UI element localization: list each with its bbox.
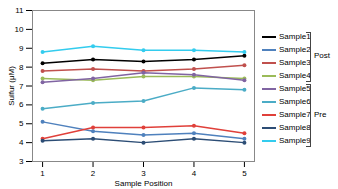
html-text:Sample3: Sample3	[279, 58, 311, 67]
svg-text:Sulfur (μM): Sulfur (μM)	[7, 66, 16, 106]
html-text:Sample9: Sample9	[279, 136, 311, 145]
svg-text:3: 3	[141, 169, 146, 178]
svg-text:1: 1	[40, 169, 45, 178]
svg-text:2: 2	[91, 169, 96, 178]
html-text:Post: Post	[314, 51, 330, 60]
svg-text:10: 10	[15, 25, 24, 34]
svg-text:3: 3	[19, 157, 24, 166]
svg-text:7: 7	[19, 82, 24, 91]
svg-text:5: 5	[19, 119, 24, 128]
html-text:Sample8: Sample8	[279, 123, 311, 132]
svg-text:4: 4	[192, 169, 197, 178]
html-text:Pre: Pre	[314, 109, 327, 119]
svg-text:4: 4	[19, 138, 24, 147]
html-text:Sample4: Sample4	[279, 71, 311, 80]
svg-text:8: 8	[19, 63, 24, 72]
html-text:Sample6: Sample6	[279, 97, 311, 106]
svg-text:Sample Position: Sample Position	[115, 179, 173, 188]
html-text:Sample1: Sample1	[279, 32, 311, 41]
html-text:Sample2: Sample2	[279, 45, 311, 54]
html-text:Sample7: Sample7	[279, 110, 311, 119]
html-text:Sample5: Sample5	[279, 84, 311, 93]
svg-text:11: 11	[15, 6, 24, 15]
svg-text:9: 9	[19, 44, 24, 53]
svg-text:6: 6	[19, 100, 24, 109]
svg-text:5: 5	[242, 169, 247, 178]
